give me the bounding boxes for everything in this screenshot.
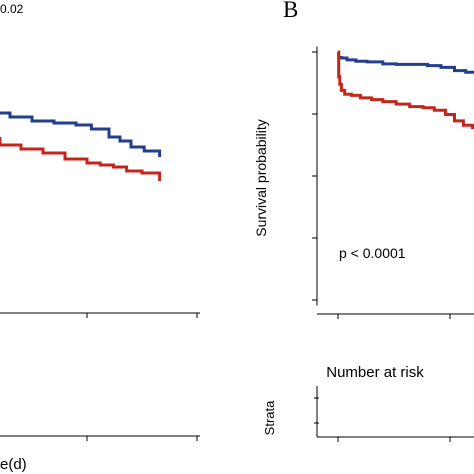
risk-table-title: Number at risk xyxy=(326,364,424,381)
panel-a-series-line-1 xyxy=(0,137,162,181)
panel-b-series-line-1 xyxy=(337,50,474,130)
panel-b: B Survival probability p < 0.0001 Number… xyxy=(253,0,474,442)
panel-b-series-line-0 xyxy=(337,50,474,74)
panel-b-y-axis-label: Survival probability xyxy=(253,119,269,237)
panel-a-x-ticks xyxy=(86,313,198,318)
panel-b-x-ticks xyxy=(337,314,451,319)
panel-a-header-fragment: 0.02 xyxy=(0,2,24,16)
panel-a-risk-table xyxy=(0,435,200,441)
panel-a-series-line-0 xyxy=(0,111,162,157)
panel-b-p-value: p < 0.0001 xyxy=(339,245,406,261)
panel-a: 0.02 e(d) xyxy=(0,2,200,473)
panel-b-plot-area xyxy=(337,50,474,130)
panel-b-y-ticks xyxy=(312,51,317,301)
panel-a-plot-area xyxy=(0,111,162,181)
panel-b-risk-x-ticks xyxy=(337,437,451,442)
risk-table-strata-label: Strata xyxy=(262,400,277,435)
panel-a-x-axis-label-fragment: e(d) xyxy=(0,456,27,473)
panel-b-risk-table xyxy=(314,386,319,437)
panel-b-letter: B xyxy=(283,0,298,22)
